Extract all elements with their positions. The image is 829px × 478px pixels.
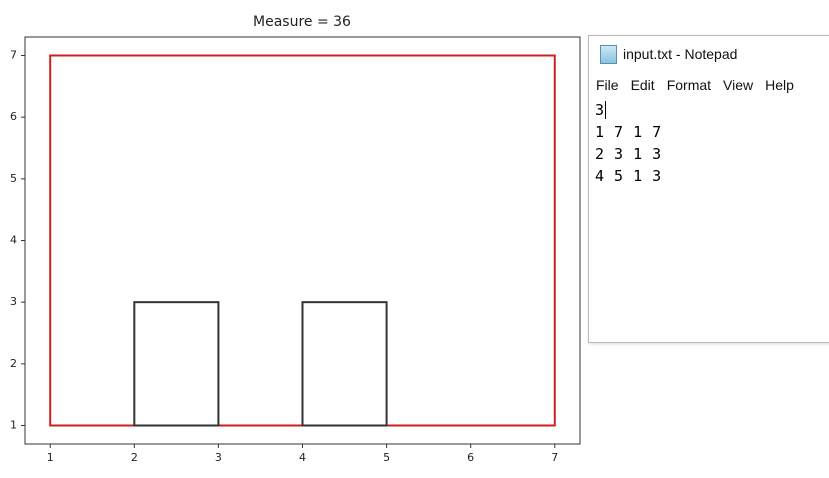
- chart-title: Measure = 36: [253, 14, 351, 30]
- y-tick-label: 7: [10, 49, 17, 62]
- menu-item[interactable]: Edit: [630, 77, 655, 93]
- text-line: 4 5 1 3: [595, 165, 662, 187]
- y-tick-label: 5: [10, 172, 17, 185]
- line-text: 3: [595, 101, 606, 119]
- line-text: 1 7 1 7: [595, 123, 662, 141]
- menu-item[interactable]: View: [723, 77, 754, 93]
- x-tick-label: 2: [131, 451, 138, 464]
- x-tick-label: 1: [47, 451, 54, 464]
- y-tick-label: 4: [10, 234, 17, 247]
- text-line: 1 7 1 7: [595, 121, 662, 143]
- rectangle: [301, 301, 388, 427]
- window-title: input.txt - Notepad: [623, 46, 738, 62]
- menu-item[interactable]: Help: [765, 77, 794, 93]
- x-tick-label: 4: [299, 451, 306, 464]
- notepad-window[interactable]: input.txt - Notepad File Edit Format View He…: [588, 35, 829, 343]
- x-tick-label: 6: [467, 451, 474, 464]
- y-tick-label: 1: [10, 419, 17, 432]
- line-text: 4 5 1 3: [595, 167, 662, 185]
- x-tick-label: 7: [551, 451, 558, 464]
- text-line: 2 3 1 3: [595, 143, 662, 165]
- chart: Measure = 36 1 2 3 4 5 6 7 1 2 3 4 5 6 7: [10, 14, 581, 464]
- y-tick-label: 2: [10, 357, 17, 370]
- text-line: 3: [595, 99, 662, 121]
- text-area[interactable]: 3 1 7 1 7 2 3 1 3 4 5 1 3: [595, 99, 662, 187]
- line-text: 2 3 1 3: [595, 145, 662, 163]
- x-tick-label: 5: [383, 451, 390, 464]
- y-tick-label: 6: [10, 110, 17, 123]
- notepad-icon: [600, 45, 617, 64]
- menu-item[interactable]: File: [596, 77, 619, 93]
- menu-bar: File Edit Format View Help: [596, 77, 806, 93]
- menu-item[interactable]: Format: [666, 77, 712, 93]
- y-tick-label: 3: [10, 295, 17, 308]
- x-tick-label: 3: [215, 451, 222, 464]
- rectangle: [133, 301, 220, 427]
